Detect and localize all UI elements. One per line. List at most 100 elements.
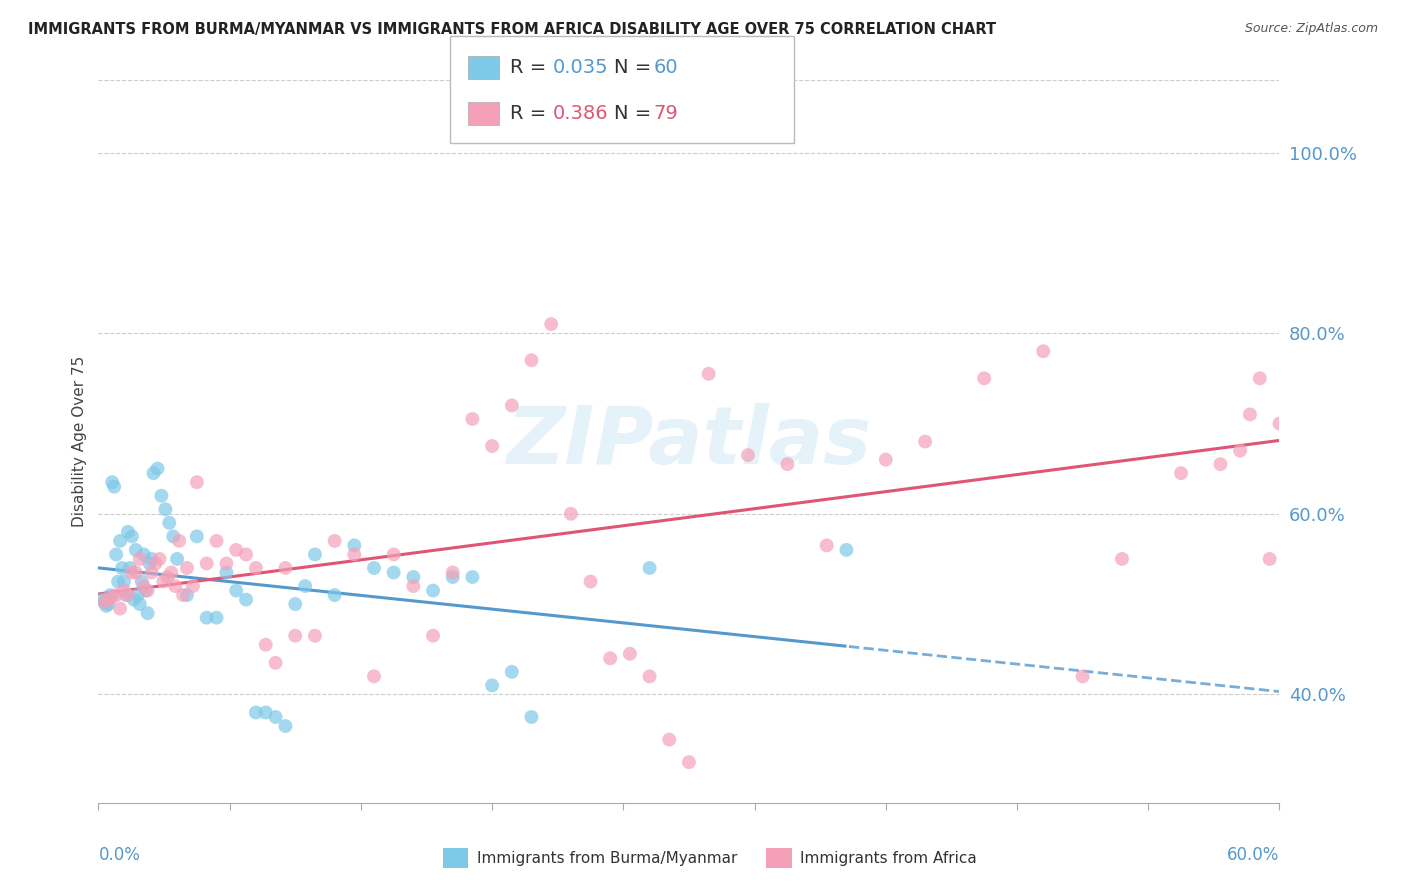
Point	[117, 524, 139, 539]
Point	[1347, 480, 1369, 494]
Point	[146, 461, 169, 475]
Point	[254, 706, 277, 720]
Point	[111, 561, 134, 575]
Point	[579, 574, 602, 589]
Point	[638, 669, 661, 683]
Point	[343, 538, 366, 552]
Point	[186, 529, 208, 543]
Text: 0.0%: 0.0%	[98, 847, 141, 864]
Point	[323, 588, 346, 602]
Point	[165, 579, 187, 593]
Point	[1032, 344, 1054, 359]
Point	[835, 542, 858, 557]
Text: R =: R =	[510, 104, 553, 123]
Point	[1258, 552, 1281, 566]
Point	[422, 583, 444, 598]
Point	[128, 552, 150, 566]
Point	[97, 597, 120, 611]
Point	[1308, 326, 1330, 341]
Point	[245, 706, 267, 720]
Point	[225, 583, 247, 598]
Point	[235, 592, 257, 607]
Point	[136, 606, 159, 620]
Point	[1249, 371, 1271, 385]
Point	[914, 434, 936, 449]
Point	[131, 574, 153, 589]
Point	[141, 566, 163, 580]
Point	[1111, 552, 1133, 566]
Point	[195, 557, 218, 571]
Point	[560, 507, 582, 521]
Point	[254, 638, 277, 652]
Point	[181, 579, 204, 593]
Point	[815, 538, 838, 552]
Point	[520, 353, 543, 368]
Point	[156, 570, 179, 584]
Point	[294, 579, 316, 593]
Point	[776, 457, 799, 471]
Point	[135, 583, 157, 598]
Text: Immigrants from Africa: Immigrants from Africa	[800, 851, 977, 865]
Point	[132, 548, 155, 562]
Point	[264, 710, 287, 724]
Point	[162, 529, 184, 543]
Point	[105, 588, 128, 602]
Point	[274, 719, 297, 733]
Point	[101, 475, 124, 490]
Point	[235, 548, 257, 562]
Point	[1367, 461, 1389, 475]
Point	[875, 452, 897, 467]
Point	[284, 629, 307, 643]
Point	[157, 516, 180, 530]
Text: ZIPatlas: ZIPatlas	[506, 402, 872, 481]
Point	[343, 548, 366, 562]
Point	[215, 557, 238, 571]
Point	[160, 566, 183, 580]
Point	[205, 533, 228, 548]
Point	[155, 502, 177, 516]
Point	[363, 669, 385, 683]
Y-axis label: Disability Age Over 75: Disability Age Over 75	[72, 356, 87, 527]
Point	[148, 552, 170, 566]
Point	[96, 599, 118, 613]
Point	[304, 548, 326, 562]
Point	[93, 595, 115, 609]
Point	[402, 579, 425, 593]
Point	[138, 557, 160, 571]
Point	[166, 552, 188, 566]
Point	[107, 574, 129, 589]
Point	[1209, 457, 1232, 471]
Point	[658, 732, 681, 747]
Text: 0.386: 0.386	[553, 104, 609, 123]
Text: N =: N =	[614, 104, 658, 123]
Point	[132, 579, 155, 593]
Point	[91, 592, 114, 607]
Point	[461, 570, 484, 584]
Point	[382, 566, 405, 580]
Point	[172, 588, 194, 602]
Point	[520, 710, 543, 724]
Text: 60: 60	[654, 58, 679, 77]
Point	[167, 533, 190, 548]
Point	[142, 466, 165, 480]
Point	[112, 583, 135, 598]
Point	[1386, 475, 1406, 490]
Point	[638, 561, 661, 575]
Text: Immigrants from Burma/Myanmar: Immigrants from Burma/Myanmar	[477, 851, 737, 865]
Point	[152, 574, 174, 589]
Point	[225, 542, 247, 557]
Point	[284, 597, 307, 611]
Point	[1239, 408, 1261, 422]
Point	[501, 665, 523, 679]
Point	[145, 557, 167, 571]
Point	[1288, 389, 1310, 403]
Point	[1327, 489, 1350, 503]
Text: R =: R =	[510, 58, 553, 77]
Point	[150, 489, 173, 503]
Text: Source: ZipAtlas.com: Source: ZipAtlas.com	[1244, 22, 1378, 36]
Point	[108, 533, 131, 548]
Point	[128, 597, 150, 611]
Point	[125, 542, 148, 557]
Point	[195, 610, 218, 624]
Point	[481, 439, 503, 453]
